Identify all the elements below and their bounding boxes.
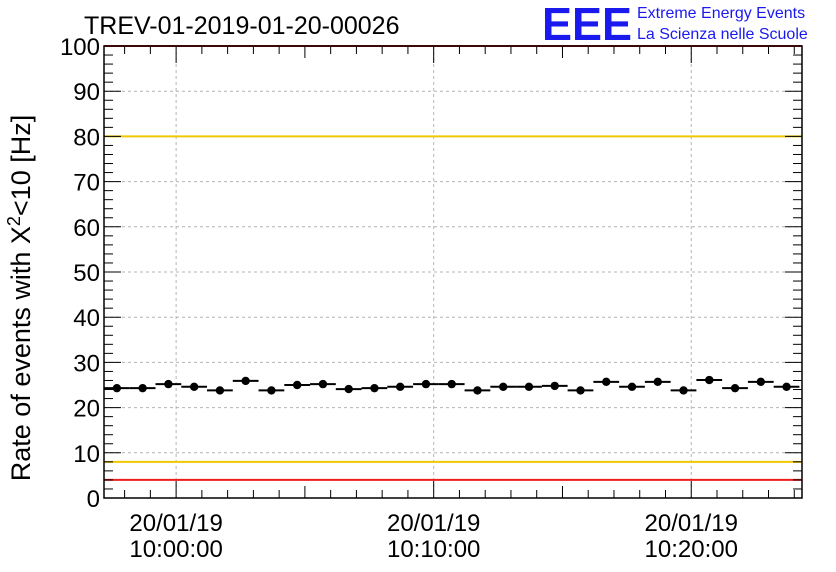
y-tick-label: 30 — [73, 350, 100, 377]
data-point — [138, 383, 147, 393]
data-point — [421, 379, 431, 389]
data-point — [756, 377, 765, 387]
data-point — [705, 375, 714, 385]
data-point — [447, 379, 456, 389]
data-point — [370, 383, 379, 393]
y-axis-title-main: Rate of events with X — [6, 226, 36, 481]
data-point — [576, 386, 585, 395]
data-point — [730, 383, 740, 393]
logo-line-2: La Scienza nelle Scuole — [637, 26, 808, 43]
data-point — [499, 382, 508, 392]
y-tick-label: 100 — [60, 34, 100, 61]
data-point — [653, 377, 662, 387]
y-tick-label: 20 — [73, 396, 100, 423]
y-tick-label: 50 — [73, 260, 100, 287]
data-point — [292, 380, 302, 390]
tick-labels: 010203040506070809010020/01/1910:00:0020… — [60, 34, 738, 563]
data-point — [679, 386, 688, 395]
data-point — [241, 376, 250, 386]
data-point — [627, 382, 637, 392]
eee-logo: EEE Extreme Energy Events La Scienza nel… — [542, 0, 808, 50]
data-point — [550, 381, 559, 391]
y-tick-label: 40 — [73, 305, 100, 332]
axes — [103, 45, 803, 499]
data-point — [215, 386, 225, 395]
x-tick-label-date: 20/01/19 — [129, 510, 222, 537]
data-point — [164, 379, 173, 389]
x-tick-label-date: 20/01/19 — [645, 510, 738, 537]
chart-title: TREV-01-2019-01-20-00026 — [84, 12, 399, 40]
x-tick-label-time: 10:00:00 — [129, 536, 222, 563]
y-tick-label: 60 — [73, 215, 100, 242]
data-point — [189, 382, 199, 392]
x-tick-label-date: 20/01/19 — [387, 510, 480, 537]
data-point — [112, 383, 122, 393]
data-point — [782, 382, 791, 392]
data-point — [524, 382, 534, 392]
y-tick-label: 0 — [87, 486, 100, 513]
data-point — [602, 377, 611, 387]
y-axis-title-superscript: 2 — [4, 216, 24, 226]
logo-line-1: Extreme Energy Events — [637, 5, 805, 22]
data-point — [395, 382, 405, 392]
y-axis-title-tail: <10 [Hz] — [6, 115, 36, 216]
data-point — [473, 386, 482, 395]
y-axis-title: Rate of events with X2<10 [Hz] — [4, 115, 36, 481]
logo-letters: EEE — [542, 0, 632, 50]
y-tick-label: 90 — [73, 79, 100, 106]
data-point — [344, 384, 353, 394]
y-tick-label: 80 — [73, 124, 100, 151]
y-tick-label: 10 — [73, 441, 100, 468]
data-points — [104, 375, 800, 395]
data-point — [267, 386, 276, 395]
data-point — [318, 379, 328, 389]
y-tick-label: 70 — [73, 170, 100, 197]
x-tick-label-time: 10:10:00 — [387, 536, 480, 563]
x-tick-label-time: 10:20:00 — [645, 536, 738, 563]
